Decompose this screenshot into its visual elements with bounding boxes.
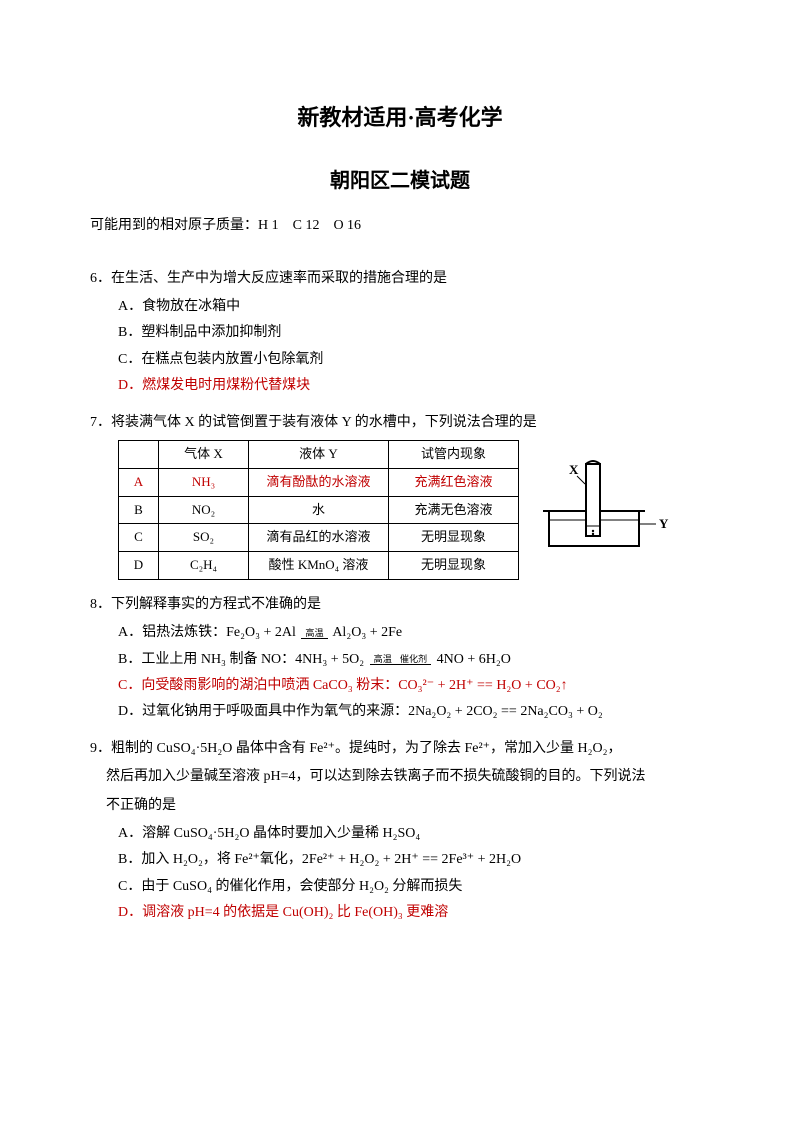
q9-option-a: A．溶解 CuSO₄·5H₂O 晶体时要加入少量稀 H₂SO₄ bbox=[90, 823, 710, 845]
table-cell: 水 bbox=[249, 496, 389, 524]
table-cell: D bbox=[119, 552, 159, 580]
table-cell: B bbox=[119, 496, 159, 524]
q9-option-c: C．由于 CuSO₄ 的催化作用，会使部分 H₂O₂ 分解而损失 bbox=[90, 876, 710, 898]
q7-table: 气体 X 液体 Y 试管内现象 A NH₃ 滴有酚酞的水溶液 充满红色溶液 B … bbox=[118, 440, 519, 580]
table-row: C SO₂ 滴有品红的水溶液 无明显现象 bbox=[119, 524, 519, 552]
q8-text: 8．下列解释事实的方程式不准确的是 bbox=[90, 594, 710, 616]
table-cell: A bbox=[119, 468, 159, 496]
table-cell: NO₂ bbox=[159, 496, 249, 524]
table-cell: 气体 X bbox=[159, 440, 249, 468]
table-cell: C bbox=[119, 524, 159, 552]
q6-option-a: A．食物放在冰箱中 bbox=[90, 296, 710, 318]
eq-text: A．铝热法炼铁：Fe₂O₃ + 2Al bbox=[118, 625, 299, 640]
q9-text-2: 然后再加入少量碱至溶液 pH=4，可以达到除去铁离子而不损失硫酸铜的目的。下列说… bbox=[90, 766, 710, 788]
table-cell: 无明显现象 bbox=[389, 524, 519, 552]
table-cell: C₂H₄ bbox=[159, 552, 249, 580]
main-title: 新教材适用·高考化学 bbox=[90, 100, 710, 135]
q9-option-b: B．加入 H₂O₂，将 Fe²⁺氧化，2Fe²⁺ + H₂O₂ + 2H⁺ ==… bbox=[90, 849, 710, 871]
table-row: D C₂H₄ 酸性 KMnO₄ 溶液 无明显现象 bbox=[119, 552, 519, 580]
question-6: 6．在生活、生产中为增大反应速率而采取的措施合理的是 A．食物放在冰箱中 B．塑… bbox=[90, 268, 710, 398]
q6-option-d: D．燃煤发电时用煤粉代替煤块 bbox=[90, 375, 710, 397]
table-cell: 充满无色溶液 bbox=[389, 496, 519, 524]
q6-option-c: C．在糕点包装内放置小包除氧剂 bbox=[90, 349, 710, 371]
q8-option-b: B．工业上用 NH₃ 制备 NO：4NH₃ + 5O₂ 高温催化剂 4NO + … bbox=[90, 649, 710, 671]
q8-option-d: D．过氧化钠用于呼吸面具中作为氧气的来源：2Na₂O₂ + 2CO₂ == 2N… bbox=[90, 701, 710, 723]
table-cell: 液体 Y bbox=[249, 440, 389, 468]
sub-title: 朝阳区二模试题 bbox=[90, 165, 710, 197]
svg-text:Y: Y bbox=[659, 516, 669, 531]
question-8: 8．下列解释事实的方程式不准确的是 A．铝热法炼铁：Fe₂O₃ + 2Al 高温… bbox=[90, 594, 710, 724]
table-row: 气体 X 液体 Y 试管内现象 bbox=[119, 440, 519, 468]
table-row: B NO₂ 水 充满无色溶液 bbox=[119, 496, 519, 524]
table-cell: SO₂ bbox=[159, 524, 249, 552]
q7-text: 7．将装满气体 X 的试管倒置于装有液体 Y 的水槽中，下列说法合理的是 bbox=[90, 412, 710, 434]
q6-option-b: B．塑料制品中添加抑制剂 bbox=[90, 322, 710, 344]
q9-option-d: D．调溶液 pH=4 的依据是 Cu(OH)₂ 比 Fe(OH)₃ 更难溶 bbox=[90, 902, 710, 924]
eq-text: 4NO + 6H₂O bbox=[433, 652, 511, 667]
table-cell: 滴有酚酞的水溶液 bbox=[249, 468, 389, 496]
table-cell: NH₃ bbox=[159, 468, 249, 496]
table-cell: 充满红色溶液 bbox=[389, 468, 519, 496]
reaction-condition: 高温 bbox=[301, 628, 327, 639]
eq-text: B．工业上用 NH₃ 制备 NO：4NH₃ + 5O₂ bbox=[118, 652, 368, 667]
table-cell: 试管内现象 bbox=[389, 440, 519, 468]
question-9: 9．粗制的 CuSO₄·5H₂O 晶体中含有 Fe²⁺。提纯时，为了除去 Fe²… bbox=[90, 738, 710, 925]
test-tube-diagram: X Y bbox=[539, 456, 669, 564]
atomic-mass-note: 可能用到的相对原子质量：H 1 C 12 O 16 bbox=[90, 215, 710, 237]
q8-option-a: A．铝热法炼铁：Fe₂O₃ + 2Al 高温 Al₂O₃ + 2Fe bbox=[90, 622, 710, 644]
table-cell: 无明显现象 bbox=[389, 552, 519, 580]
reaction-condition: 高温催化剂 bbox=[370, 654, 432, 664]
table-cell bbox=[119, 440, 159, 468]
table-cell: 滴有品红的水溶液 bbox=[249, 524, 389, 552]
svg-text:X: X bbox=[569, 462, 579, 477]
q6-text: 6．在生活、生产中为增大反应速率而采取的措施合理的是 bbox=[90, 268, 710, 290]
eq-text: Al₂O₃ + 2Fe bbox=[330, 625, 403, 640]
table-cell: 酸性 KMnO₄ 溶液 bbox=[249, 552, 389, 580]
q9-text-1: 9．粗制的 CuSO₄·5H₂O 晶体中含有 Fe²⁺。提纯时，为了除去 Fe²… bbox=[90, 738, 710, 760]
table-row: A NH₃ 滴有酚酞的水溶液 充满红色溶液 bbox=[119, 468, 519, 496]
q9-text-3: 不正确的是 bbox=[90, 795, 710, 817]
q8-option-c: C．向受酸雨影响的湖泊中喷洒 CaCO₃ 粉末：CO₃²⁻ + 2H⁺ == H… bbox=[90, 675, 710, 697]
question-7: 7．将装满气体 X 的试管倒置于装有液体 Y 的水槽中，下列说法合理的是 气体 … bbox=[90, 412, 710, 580]
